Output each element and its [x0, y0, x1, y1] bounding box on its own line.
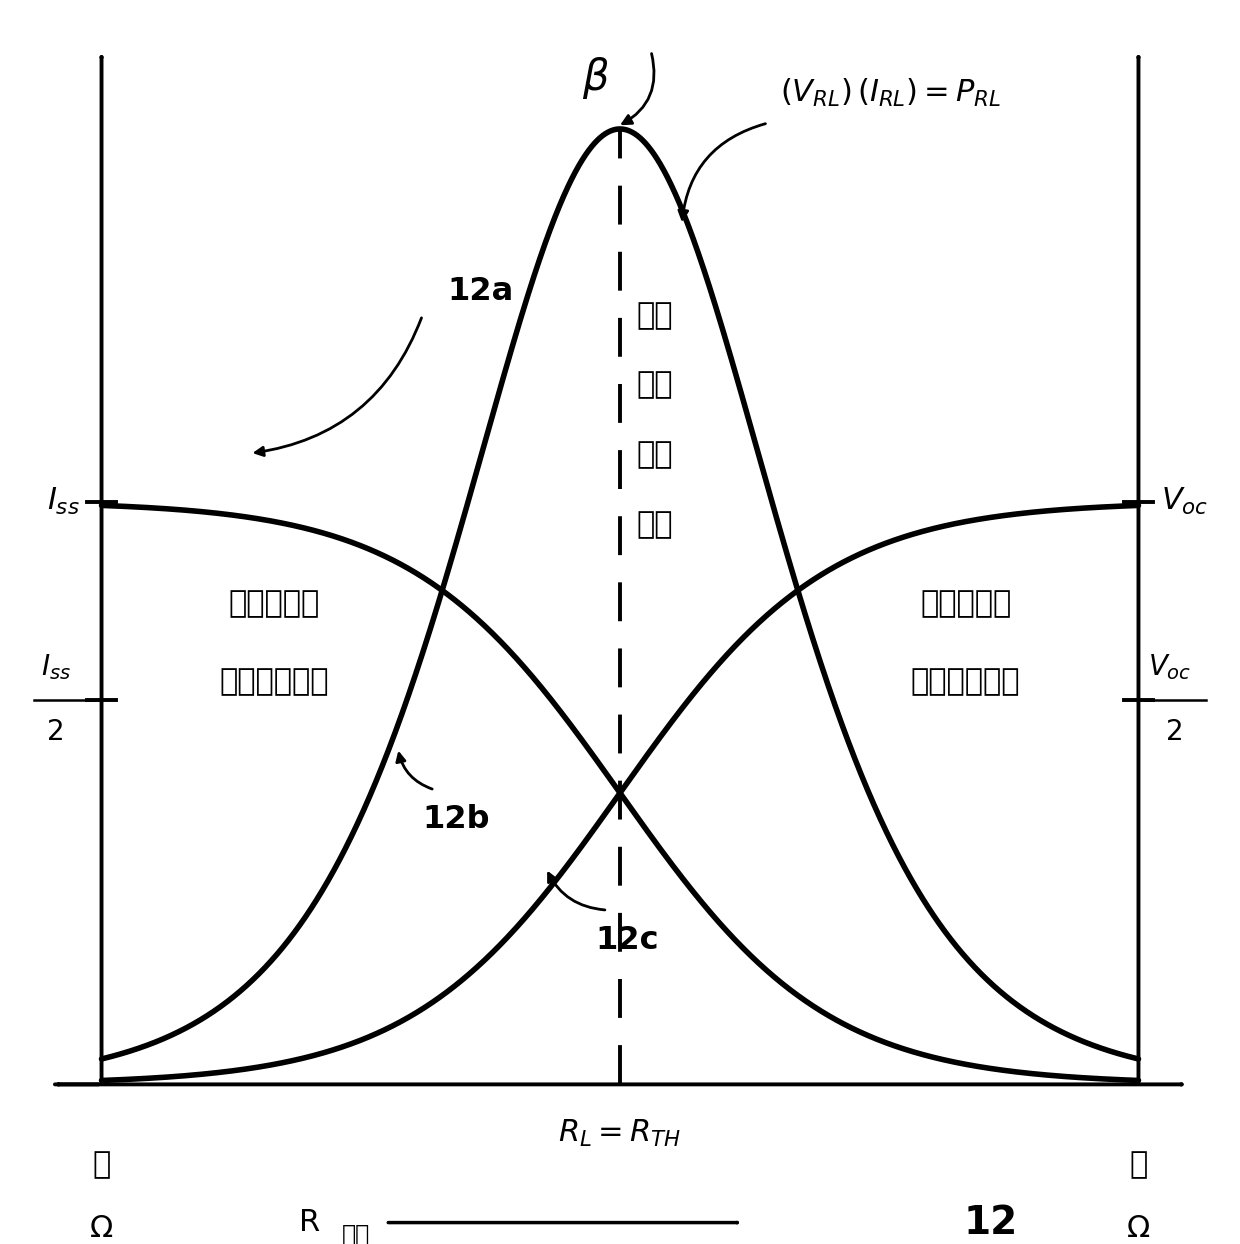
Text: 12a: 12a: [448, 276, 513, 307]
Text: $R_L = R_{TH}$: $R_L = R_{TH}$: [558, 1118, 682, 1149]
Text: 12: 12: [963, 1204, 1018, 1242]
Text: β: β: [582, 57, 609, 100]
Text: 最大: 最大: [636, 301, 673, 330]
Text: R: R: [299, 1208, 320, 1237]
Text: 2: 2: [47, 718, 64, 746]
Text: 高输入阻抗: 高输入阻抗: [920, 590, 1012, 618]
Text: 低: 低: [93, 1151, 110, 1179]
Text: 低输入阻抗: 低输入阻抗: [228, 590, 320, 618]
Text: 感测: 感测: [636, 510, 673, 539]
Text: 12b: 12b: [423, 805, 490, 836]
Text: （电流感测）: （电流感测）: [219, 667, 329, 697]
Text: 传输: 传输: [636, 440, 673, 469]
Text: 高: 高: [1130, 1151, 1147, 1179]
Text: 负载: 负载: [342, 1223, 371, 1244]
Text: 12c: 12c: [595, 924, 658, 955]
Text: $V_{oc}$: $V_{oc}$: [1148, 652, 1192, 682]
Text: （电压感测）: （电压感测）: [911, 667, 1021, 697]
Text: $(V_{RL})\,(I_{RL}) = P_{RL}$: $(V_{RL})\,(I_{RL}) = P_{RL}$: [780, 77, 1002, 109]
Text: $I_{ss}$: $I_{ss}$: [47, 486, 79, 518]
Text: $I_{ss}$: $I_{ss}$: [41, 652, 71, 682]
Text: 2: 2: [1166, 718, 1183, 746]
Text: 功率: 功率: [636, 371, 673, 399]
Text: $V_{oc}$: $V_{oc}$: [1161, 486, 1208, 518]
Text: Ω: Ω: [91, 1214, 113, 1243]
Text: Ω: Ω: [1127, 1214, 1149, 1243]
